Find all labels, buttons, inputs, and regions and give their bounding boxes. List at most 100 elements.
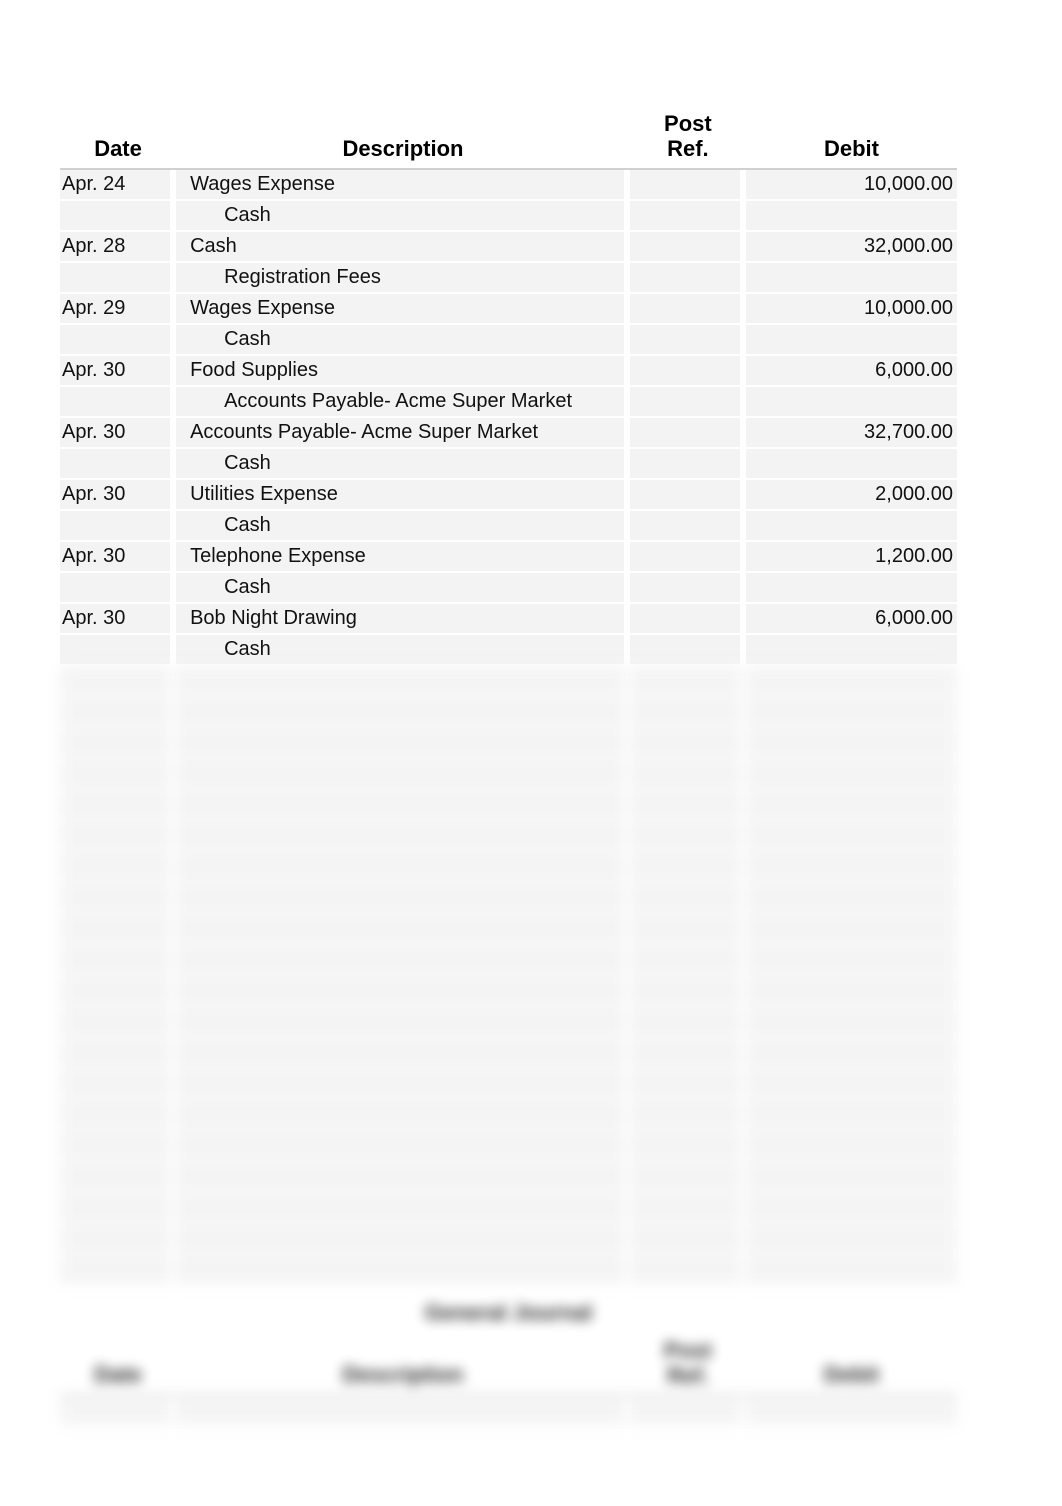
cell-description: Telephone Expense [176,542,630,573]
cell-debit: 32,700.00 [746,418,957,449]
table-row: Accounts Payable- Acme Super Market [60,387,957,418]
table-row [60,1038,957,1069]
cell-debit [746,325,957,356]
table-row: Apr. 30Bob Night Drawing 6,000.00 [60,604,957,635]
cell-description: Cash [176,201,630,232]
cell-post-ref [630,294,746,325]
table-row [60,976,957,1007]
table-row: Cash [60,449,957,480]
cell-date [60,449,176,480]
cell-post-ref [630,201,746,232]
cell-description: Wages Expense [176,294,630,325]
cell-post-ref [630,263,746,294]
general-journal-table-2: Date Description Post Ref. Debit [60,1332,957,1428]
cell-date [60,263,176,294]
cell-date [60,511,176,542]
cell-description: Food Supplies [176,356,630,387]
cell-post-ref [630,356,746,387]
cell-debit: 6,000.00 [746,356,957,387]
cell-description: Accounts Payable- Acme Super Market [176,418,630,449]
table-row [60,883,957,914]
cell-debit [746,449,957,480]
cell-debit [746,511,957,542]
cell-post-ref [630,480,746,511]
cell-post-ref [630,542,746,573]
cell-description: Utilities Expense [176,480,630,511]
journal-blank-rows [60,666,957,1286]
cell-date: Apr. 30 [60,604,176,635]
table-row [60,852,957,883]
table-row [60,1396,957,1427]
table-row [60,666,957,697]
cell-date: Apr. 24 [60,170,176,201]
cell-description: Cash [176,325,630,356]
col-header-description: Description [176,105,630,170]
table-row: Apr. 28Cash32,000.00 [60,232,957,263]
cell-post-ref [630,449,746,480]
cell-description: Cash [176,573,630,604]
general-journal-table: Date Description Post Ref. Debit Apr. 24… [60,105,957,1286]
col-header-description: Description [176,1332,630,1397]
table-row [60,1100,957,1131]
cell-date: Apr. 30 [60,356,176,387]
cell-post-ref [630,511,746,542]
cell-date [60,325,176,356]
table-row [60,1162,957,1193]
table-row [60,945,957,976]
cell-debit [746,263,957,294]
cell-debit: 10,000.00 [746,294,957,325]
table-row [60,821,957,852]
col-header-debit: Debit [746,1332,957,1397]
cell-post-ref [630,387,746,418]
table-row: Cash [60,573,957,604]
cell-date: Apr. 29 [60,294,176,325]
cell-debit [746,635,957,666]
cell-debit: 1,200.00 [746,542,957,573]
table-row [60,1255,957,1286]
cell-post-ref [630,604,746,635]
col-header-date: Date [60,1332,176,1397]
col-header-post-line2: Ref. [667,136,709,161]
cell-debit: 6,000.00 [746,604,957,635]
table-row [60,697,957,728]
cell-post-ref [630,325,746,356]
cell-description: Accounts Payable- Acme Super Market [176,387,630,418]
col-header-post-ref: Post Ref. [630,1332,746,1397]
cell-date [60,387,176,418]
table-row: Apr. 30Accounts Payable- Acme Super Mark… [60,418,957,449]
table-row: Apr. 24Wages Expense 10,000.00 [60,170,957,201]
cell-description: Bob Night Drawing [176,604,630,635]
table-row [60,759,957,790]
cell-description: Cash [176,511,630,542]
table-row: Cash [60,635,957,666]
cell-debit: 32,000.00 [746,232,957,263]
table-row [60,1007,957,1038]
cell-post-ref [630,170,746,201]
cell-date [60,201,176,232]
table-row: Cash [60,201,957,232]
table-row [60,1224,957,1255]
cell-debit [746,201,957,232]
cell-date [60,573,176,604]
cell-date: Apr. 30 [60,418,176,449]
cell-description: Wages Expense [176,170,630,201]
cell-date: Apr. 28 [60,232,176,263]
section-title-general-journal: General Journal [60,1300,957,1326]
cell-description: Cash [176,635,630,666]
table-row: Apr. 30Utilities Expense 2,000.00 [60,480,957,511]
journal-page: Date Description Post Ref. Debit Apr. 24… [0,0,1062,1467]
col-header-date: Date [60,105,176,170]
table-row [60,1069,957,1100]
cell-debit: 2,000.00 [746,480,957,511]
cell-date: Apr. 30 [60,480,176,511]
cell-debit: 10,000.00 [746,170,957,201]
second-journal-section: General Journal Date Description Post Re… [60,1300,957,1428]
table-row: Cash [60,511,957,542]
journal-entries: Apr. 24Wages Expense10,000.00CashApr. 28… [60,170,957,666]
table-row: Registration Fees [60,263,957,294]
cell-description: Cash [176,449,630,480]
col-header-post-ref: Post Ref. [630,105,746,170]
cell-description: Registration Fees [176,263,630,294]
cell-post-ref [630,232,746,263]
cell-date [60,635,176,666]
